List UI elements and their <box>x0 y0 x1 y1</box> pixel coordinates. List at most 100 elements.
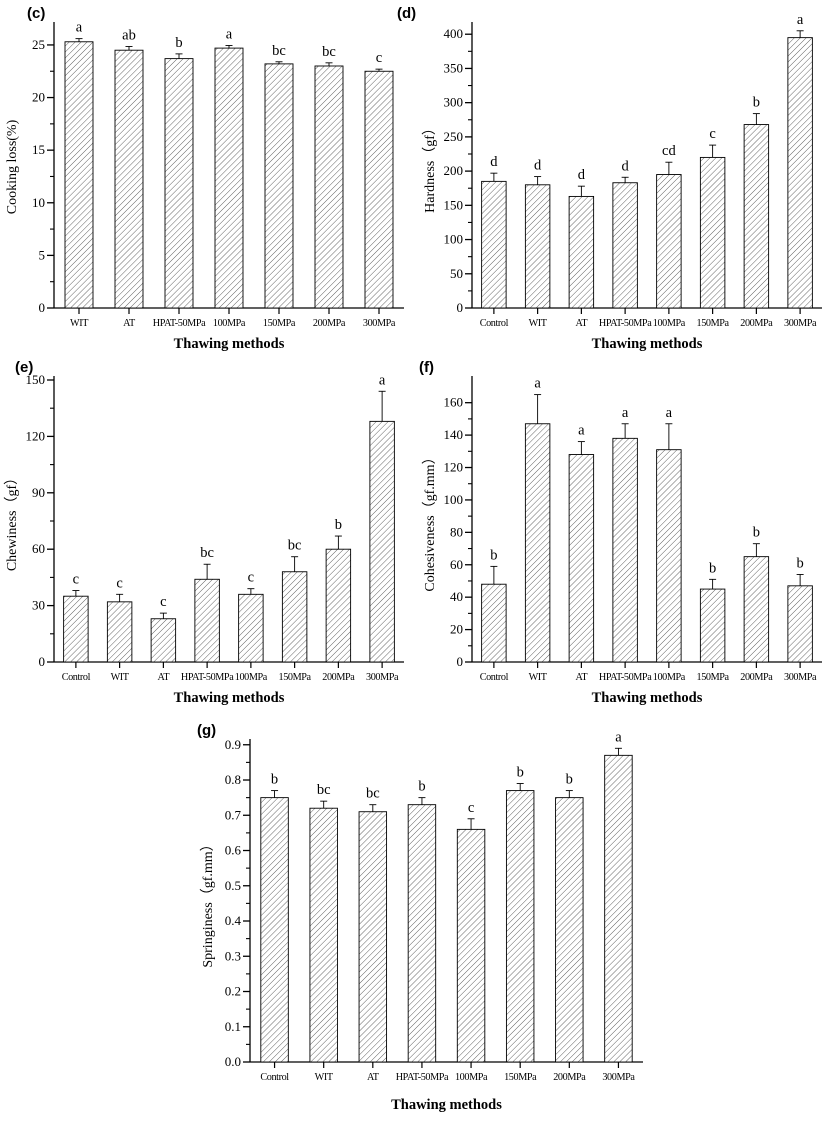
svg-text:300MPa: 300MPa <box>602 1072 635 1083</box>
svg-text:b: b <box>709 560 716 576</box>
svg-text:a: a <box>534 376 541 392</box>
svg-text:0.3: 0.3 <box>225 948 241 963</box>
svg-text:WIT: WIT <box>529 672 548 683</box>
svg-text:b: b <box>175 35 182 51</box>
svg-text:Thawing methods: Thawing methods <box>592 690 703 706</box>
svg-text:120: 120 <box>444 460 464 475</box>
svg-text:a: a <box>622 405 629 421</box>
svg-text:HPAT-50MPa: HPAT-50MPa <box>599 672 652 683</box>
svg-text:b: b <box>796 555 803 571</box>
svg-text:100: 100 <box>444 232 464 247</box>
svg-text:100MPa: 100MPa <box>455 1072 488 1083</box>
svg-text:50: 50 <box>450 266 463 281</box>
svg-text:c: c <box>376 50 382 66</box>
svg-text:a: a <box>578 423 585 439</box>
svg-text:80: 80 <box>450 524 463 539</box>
svg-text:0.9: 0.9 <box>225 737 241 752</box>
svg-text:300MPa: 300MPa <box>363 318 396 329</box>
svg-text:Cooking loss(%): Cooking loss(%) <box>5 119 20 214</box>
svg-text:b: b <box>271 772 278 788</box>
svg-text:300MPa: 300MPa <box>366 672 399 683</box>
svg-text:200MPa: 200MPa <box>553 1072 586 1083</box>
svg-text:100MPa: 100MPa <box>213 318 246 329</box>
svg-text:0.6: 0.6 <box>225 843 242 858</box>
svg-text:d: d <box>621 158 629 174</box>
svg-text:100MPa: 100MPa <box>235 672 268 683</box>
svg-text:cd: cd <box>662 143 676 159</box>
svg-text:10: 10 <box>32 195 45 210</box>
svg-text:(e): (e) <box>15 359 33 376</box>
svg-text:400: 400 <box>444 26 464 41</box>
svg-text:15: 15 <box>32 142 45 157</box>
svg-text:Control: Control <box>260 1072 289 1083</box>
svg-text:AT: AT <box>367 1072 380 1083</box>
svg-text:a: a <box>666 405 673 421</box>
svg-text:bc: bc <box>366 786 380 802</box>
svg-text:0.8: 0.8 <box>225 772 241 787</box>
svg-text:a: a <box>379 372 386 388</box>
svg-text:Control: Control <box>62 672 91 683</box>
svg-text:ab: ab <box>122 28 136 44</box>
svg-text:200: 200 <box>444 163 464 178</box>
svg-text:c: c <box>709 126 715 142</box>
svg-text:Thawing methods: Thawing methods <box>391 1097 502 1113</box>
svg-text:c: c <box>248 570 254 586</box>
svg-text:350: 350 <box>444 60 464 75</box>
svg-text:100MPa: 100MPa <box>653 672 686 683</box>
svg-text:200MPa: 200MPa <box>322 672 355 683</box>
svg-text:0.0: 0.0 <box>225 1054 241 1069</box>
svg-text:b: b <box>753 525 760 541</box>
svg-text:AT: AT <box>123 318 136 329</box>
svg-text:(d): (d) <box>397 5 416 22</box>
svg-text:0: 0 <box>457 654 464 669</box>
svg-text:40: 40 <box>450 589 463 604</box>
svg-text:bc: bc <box>322 44 336 60</box>
svg-text:20: 20 <box>450 622 463 637</box>
svg-text:bc: bc <box>272 43 286 59</box>
svg-text:25: 25 <box>32 37 45 52</box>
svg-text:WIT: WIT <box>315 1072 334 1083</box>
svg-text:20: 20 <box>32 90 45 105</box>
svg-text:(g): (g) <box>197 722 216 739</box>
svg-text:250: 250 <box>444 129 464 144</box>
svg-text:0: 0 <box>457 300 464 315</box>
svg-text:0.5: 0.5 <box>225 878 241 893</box>
svg-text:300: 300 <box>444 95 464 110</box>
svg-text:AT: AT <box>158 672 171 683</box>
svg-text:140: 140 <box>444 427 464 442</box>
svg-text:200MPa: 200MPa <box>740 318 773 329</box>
svg-text:d: d <box>490 154 498 170</box>
svg-text:(f): (f) <box>419 359 434 376</box>
svg-text:200MPa: 200MPa <box>313 318 346 329</box>
svg-text:0.4: 0.4 <box>225 913 242 928</box>
svg-text:AT: AT <box>576 318 589 329</box>
svg-text:0.2: 0.2 <box>225 984 241 999</box>
svg-text:b: b <box>335 517 342 533</box>
svg-text:bc: bc <box>317 782 331 798</box>
svg-text:WIT: WIT <box>70 318 89 329</box>
svg-text:d: d <box>534 158 542 174</box>
svg-text:c: c <box>73 572 79 588</box>
svg-text:b: b <box>418 779 425 795</box>
svg-text:0: 0 <box>39 300 46 315</box>
svg-text:a: a <box>797 12 804 28</box>
svg-text:150MPa: 150MPa <box>697 672 730 683</box>
svg-text:bc: bc <box>288 538 302 554</box>
svg-text:bc: bc <box>200 545 214 561</box>
svg-text:150MPa: 150MPa <box>504 1072 537 1083</box>
svg-text:Cohesiveness（gf.mm）: Cohesiveness（gf.mm） <box>422 450 438 591</box>
svg-text:0.7: 0.7 <box>225 807 242 822</box>
svg-text:120: 120 <box>26 428 46 443</box>
svg-text:5: 5 <box>39 247 46 262</box>
svg-text:a: a <box>76 20 83 36</box>
svg-text:200MPa: 200MPa <box>740 672 773 683</box>
svg-text:150MPa: 150MPa <box>263 318 296 329</box>
svg-text:(c): (c) <box>27 5 45 22</box>
svg-text:b: b <box>517 765 524 781</box>
svg-text:60: 60 <box>32 541 45 556</box>
svg-text:HPAT-50MPa: HPAT-50MPa <box>396 1072 449 1083</box>
svg-text:WIT: WIT <box>529 318 548 329</box>
svg-text:Thawing methods: Thawing methods <box>592 336 703 352</box>
svg-text:HPAT-50MPa: HPAT-50MPa <box>153 318 206 329</box>
svg-text:HPAT-50MPa: HPAT-50MPa <box>181 672 234 683</box>
